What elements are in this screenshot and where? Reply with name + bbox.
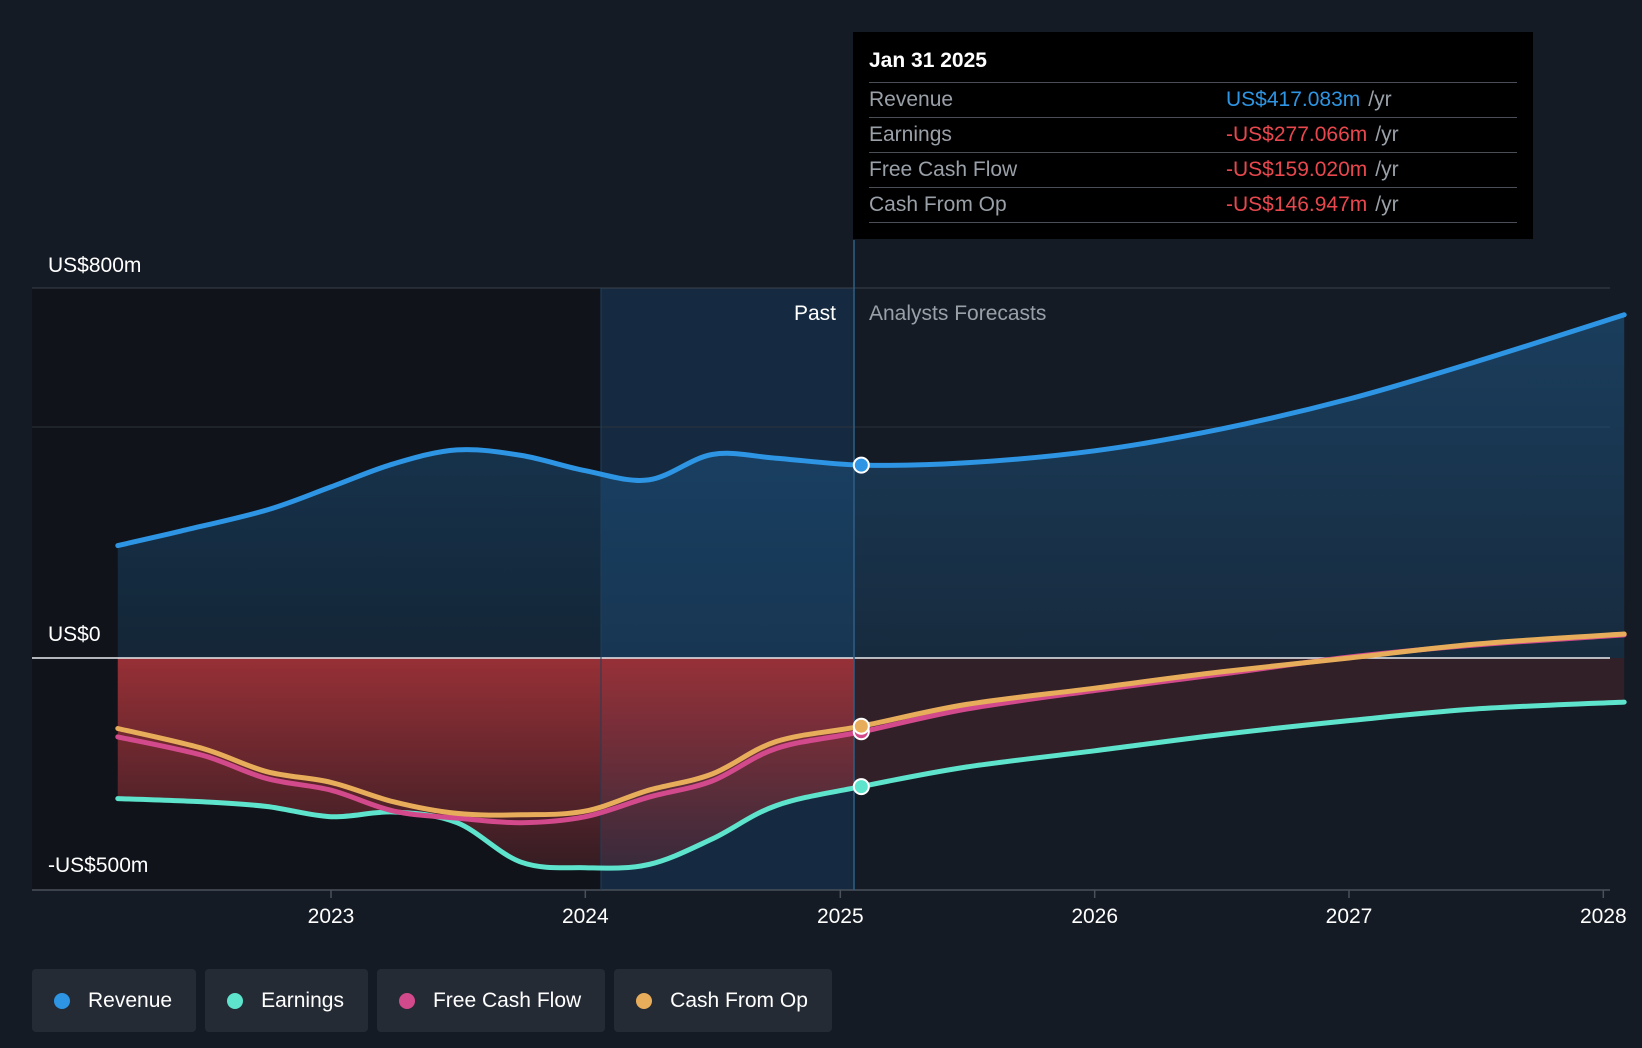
- x-tick-label: 2023: [308, 905, 355, 928]
- legend: Revenue Earnings Free Cash Flow Cash Fro…: [32, 969, 832, 1032]
- legend-item-free-cash-flow[interactable]: Free Cash Flow: [376, 969, 606, 1032]
- tooltip-label: Earnings: [869, 123, 952, 146]
- tooltip-label: Cash From Op: [869, 193, 1007, 216]
- tooltip-label: Free Cash Flow: [869, 158, 1018, 181]
- y-label-bottom: -US$500m: [48, 854, 148, 877]
- tooltip-row-cash-from-op: Cash From Op -US$146.947m /yr: [869, 188, 1517, 223]
- tooltip-row-earnings: Earnings -US$277.066m /yr: [869, 118, 1517, 153]
- forecast-label: Analysts Forecasts: [869, 302, 1046, 325]
- x-tick-label: 2028: [1580, 905, 1627, 928]
- legend-label: Free Cash Flow: [432, 988, 582, 1012]
- negative-area-past: [117, 658, 854, 869]
- y-label-zero: US$0: [48, 623, 101, 646]
- earnings-marker[interactable]: [852, 778, 870, 796]
- tooltip-value: US$417.083m: [1226, 88, 1361, 111]
- tooltip-date: Jan 31 2025: [869, 46, 1517, 83]
- tooltip: Jan 31 2025 Revenue US$417.083m /yr Earn…: [853, 32, 1533, 239]
- tooltip-value: -US$277.066m: [1226, 123, 1368, 146]
- revenue-line: [115, 312, 1627, 549]
- legend-item-cash-from-op[interactable]: Cash From Op: [614, 969, 832, 1032]
- legend-label: Revenue: [88, 988, 173, 1012]
- cash-from-op-line: [115, 631, 1627, 818]
- financial-chart: 2023 2024 2025 2026 2027 2028 US$800m US$0 -U…: [32, 240, 1627, 928]
- free-cash-flow-dot-icon: [398, 992, 415, 1009]
- tooltip-unit: /yr: [1375, 123, 1399, 146]
- revenue-area: [117, 314, 1625, 658]
- legend-label: Cash From Op: [670, 988, 808, 1012]
- x-tick-label: 2027: [1326, 905, 1373, 928]
- x-tick-label: 2024: [562, 905, 609, 928]
- cash-from-op-dot-icon: [636, 992, 653, 1009]
- legend-item-earnings[interactable]: Earnings: [205, 969, 368, 1032]
- revenue-marker[interactable]: [852, 456, 870, 474]
- x-tick-label: 2025: [817, 905, 864, 928]
- legend-item-revenue[interactable]: Revenue: [32, 969, 197, 1032]
- cash-from-op-marker[interactable]: [852, 717, 870, 735]
- revenue-dot-icon: [54, 992, 70, 1009]
- past-label: Past: [794, 302, 836, 325]
- earnings-dot-icon: [227, 992, 244, 1009]
- tooltip-unit: /yr: [1375, 193, 1399, 216]
- earnings-line: [115, 699, 1627, 871]
- legend-label: Earnings: [261, 988, 344, 1012]
- tooltip-unit: /yr: [1368, 88, 1392, 111]
- x-tick-label: 2026: [1071, 905, 1118, 928]
- tooltip-row-free-cash-flow: Free Cash Flow -US$159.020m /yr: [869, 153, 1517, 188]
- tooltip-value: -US$146.947m: [1226, 193, 1368, 216]
- tooltip-row-revenue: Revenue US$417.083m /yr: [869, 83, 1517, 118]
- tooltip-unit: /yr: [1375, 158, 1399, 181]
- y-label-top: US$800m: [48, 254, 141, 277]
- tooltip-value: -US$159.020m: [1226, 158, 1368, 181]
- tooltip-label: Revenue: [869, 88, 954, 111]
